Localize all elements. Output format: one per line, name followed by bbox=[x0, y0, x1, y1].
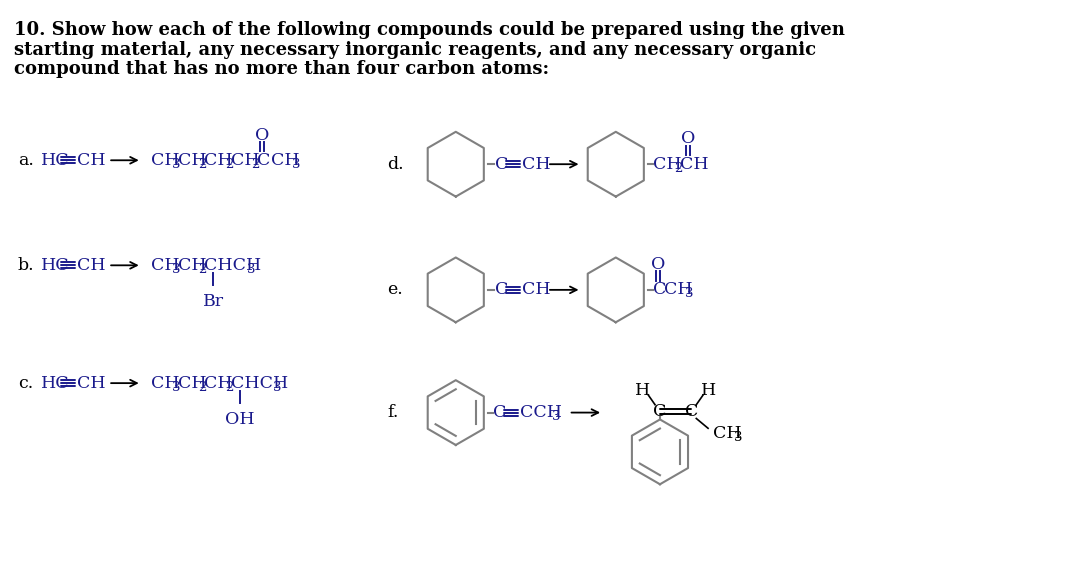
Text: 3: 3 bbox=[684, 287, 693, 300]
Text: 3: 3 bbox=[273, 381, 282, 394]
Text: CHCH: CHCH bbox=[205, 257, 261, 274]
Text: 2: 2 bbox=[198, 381, 207, 394]
Text: C: C bbox=[653, 403, 666, 420]
Text: C: C bbox=[495, 281, 509, 298]
Text: CCH: CCH bbox=[519, 404, 561, 421]
Text: HC: HC bbox=[42, 375, 70, 392]
Text: CH: CH bbox=[522, 156, 550, 173]
Text: 2: 2 bbox=[674, 162, 682, 175]
Text: CH: CH bbox=[680, 156, 708, 173]
Text: CH: CH bbox=[77, 375, 105, 392]
Text: CH: CH bbox=[151, 375, 180, 392]
Text: HC: HC bbox=[42, 152, 70, 169]
Text: C: C bbox=[493, 404, 507, 421]
Text: CH: CH bbox=[653, 156, 682, 173]
Text: C: C bbox=[495, 156, 509, 173]
Text: a.: a. bbox=[18, 152, 34, 169]
Text: c.: c. bbox=[18, 375, 33, 392]
Text: CH: CH bbox=[522, 281, 550, 298]
Text: O: O bbox=[255, 127, 270, 144]
Text: OH: OH bbox=[225, 411, 255, 428]
Text: 3: 3 bbox=[172, 158, 181, 171]
Text: 2: 2 bbox=[225, 158, 233, 171]
Text: CH: CH bbox=[205, 375, 233, 392]
Text: CH: CH bbox=[664, 281, 693, 298]
Text: CH: CH bbox=[151, 257, 180, 274]
Text: starting material, any necessary inorganic reagents, and any necessary organic: starting material, any necessary inorgan… bbox=[14, 41, 816, 59]
Text: compound that has no more than four carbon atoms:: compound that has no more than four carb… bbox=[14, 60, 549, 78]
Text: CH: CH bbox=[77, 257, 105, 274]
Text: 3: 3 bbox=[552, 410, 560, 423]
Text: CH: CH bbox=[151, 152, 180, 169]
Text: Br: Br bbox=[202, 293, 224, 310]
Text: 3: 3 bbox=[172, 381, 181, 394]
Text: CHCH: CHCH bbox=[231, 375, 288, 392]
Text: b.: b. bbox=[18, 257, 34, 274]
Text: d.: d. bbox=[387, 156, 404, 173]
Text: 2: 2 bbox=[252, 158, 260, 171]
Text: 3: 3 bbox=[291, 158, 300, 171]
Text: CH: CH bbox=[231, 152, 259, 169]
Text: f.: f. bbox=[387, 404, 398, 421]
Text: e.: e. bbox=[387, 281, 403, 298]
Text: 3: 3 bbox=[172, 263, 181, 276]
Text: 3: 3 bbox=[734, 431, 742, 444]
Text: O: O bbox=[681, 130, 696, 147]
Text: HC: HC bbox=[42, 257, 70, 274]
Text: CH: CH bbox=[271, 152, 300, 169]
Text: CH: CH bbox=[713, 425, 741, 442]
Text: O: O bbox=[651, 256, 665, 273]
Text: CH: CH bbox=[77, 152, 105, 169]
Text: 2: 2 bbox=[198, 158, 207, 171]
Text: 10. Show how each of the following compounds could be prepared using the given: 10. Show how each of the following compo… bbox=[14, 21, 845, 39]
Text: C: C bbox=[257, 152, 271, 169]
Text: CH: CH bbox=[178, 257, 207, 274]
Text: CH: CH bbox=[178, 375, 207, 392]
Text: C: C bbox=[684, 403, 698, 420]
Text: 2: 2 bbox=[225, 381, 233, 394]
Text: C: C bbox=[653, 281, 666, 298]
Text: CH: CH bbox=[178, 152, 207, 169]
Text: 2: 2 bbox=[198, 263, 207, 276]
Text: H: H bbox=[702, 381, 716, 398]
Text: 3: 3 bbox=[246, 263, 255, 276]
Text: H: H bbox=[635, 381, 650, 398]
Text: CH: CH bbox=[205, 152, 233, 169]
